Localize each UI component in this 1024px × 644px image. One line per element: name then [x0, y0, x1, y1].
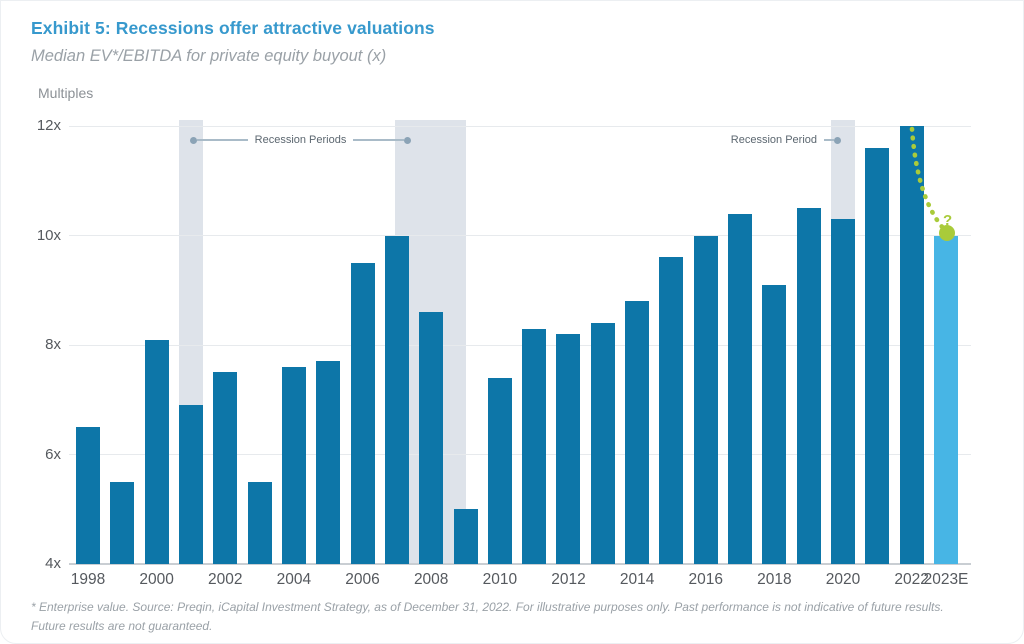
x-tick-label-2014: 2014 [619, 571, 655, 588]
bar-2013 [590, 323, 615, 564]
x-tick-label-2002: 2002 [208, 571, 243, 588]
leader-dot-right [404, 136, 411, 144]
bar-2016 [693, 235, 718, 564]
exhibit-subtitle: Median EV*/EBITDA for private equity buy… [31, 47, 387, 65]
x-tick-label-1998: 1998 [70, 571, 106, 588]
footnote: * Enterprise value. Source: Preqin, iCap… [31, 598, 1021, 635]
y-tick-label-6x: 6x [45, 445, 61, 463]
gridline-8x [69, 344, 971, 346]
x-tick-label-2006: 2006 [345, 571, 380, 588]
bar-2018 [762, 284, 787, 564]
bar-2009 [453, 509, 478, 564]
x-tick-label-2008: 2008 [413, 571, 449, 588]
x-tick-label-2020: 2020 [825, 571, 861, 588]
x-tick-label-2023E: 2023E [923, 571, 969, 588]
bar-1999 [110, 481, 135, 564]
x-tick-label-2016: 2016 [688, 571, 723, 588]
bar-2017 [728, 213, 753, 564]
y-tick-label-10x: 10x [36, 226, 61, 244]
bar-2011 [522, 328, 547, 564]
bar-2000 [144, 339, 169, 564]
bar-2004 [281, 366, 306, 564]
bar-2022 [899, 126, 924, 564]
bar-2008 [419, 312, 444, 564]
y-tick-label-4x: 4x [45, 555, 61, 572]
exhibit-title: Exhibit 5: Recessions offer attractive v… [31, 18, 435, 38]
gridline-6x [69, 454, 971, 455]
recession-periods-callout: Recession Periods [190, 134, 411, 147]
leader-dot [834, 136, 841, 144]
leader-dot-left [190, 136, 197, 144]
y-tick-label-8x: 8x [45, 336, 61, 353]
bar-2015 [659, 257, 684, 564]
bar-2010 [487, 377, 512, 564]
bar-2019 [796, 208, 821, 564]
bar-2006 [350, 262, 375, 564]
leader-line-right [353, 139, 404, 141]
bar-2014 [625, 301, 650, 564]
y-tick-label-12x: 12x [36, 117, 61, 134]
footnote-line-2: Future results are not guaranteed. [31, 618, 213, 633]
recession-periods-label: Recession Periods [254, 133, 347, 146]
bar-2012 [556, 334, 581, 564]
y-axis-units-label: Multiples [38, 85, 94, 101]
bar-2021 [865, 147, 890, 564]
bar-2003 [247, 481, 272, 564]
bar-2001 [178, 405, 203, 564]
bar-1998 [76, 427, 100, 564]
footnote-line-1: * Enterprise value. Source: Preqin, iCap… [31, 600, 944, 614]
leader-line [824, 139, 834, 141]
x-axis-line [69, 563, 971, 565]
recession-period-callout: Recession Period [701, 134, 841, 147]
bar-2002 [213, 372, 238, 564]
x-tick-label-2000: 2000 [139, 571, 174, 588]
gridline-12x [69, 125, 971, 127]
x-tick-label-2022: 2022 [894, 571, 929, 588]
bar-2023E [934, 235, 958, 564]
x-tick-label-2004: 2004 [276, 571, 312, 588]
x-tick-label-2012: 2012 [551, 571, 586, 588]
bar-2005 [316, 361, 341, 564]
bar-2020 [831, 219, 856, 564]
leader-line-left [197, 139, 248, 141]
recession-period-label: Recession Period [730, 133, 817, 146]
x-tick-label-2018: 2018 [757, 571, 792, 588]
gridline-10x [69, 235, 971, 236]
x-tick-label-2010: 2010 [482, 571, 518, 588]
bar-2007 [384, 235, 409, 564]
